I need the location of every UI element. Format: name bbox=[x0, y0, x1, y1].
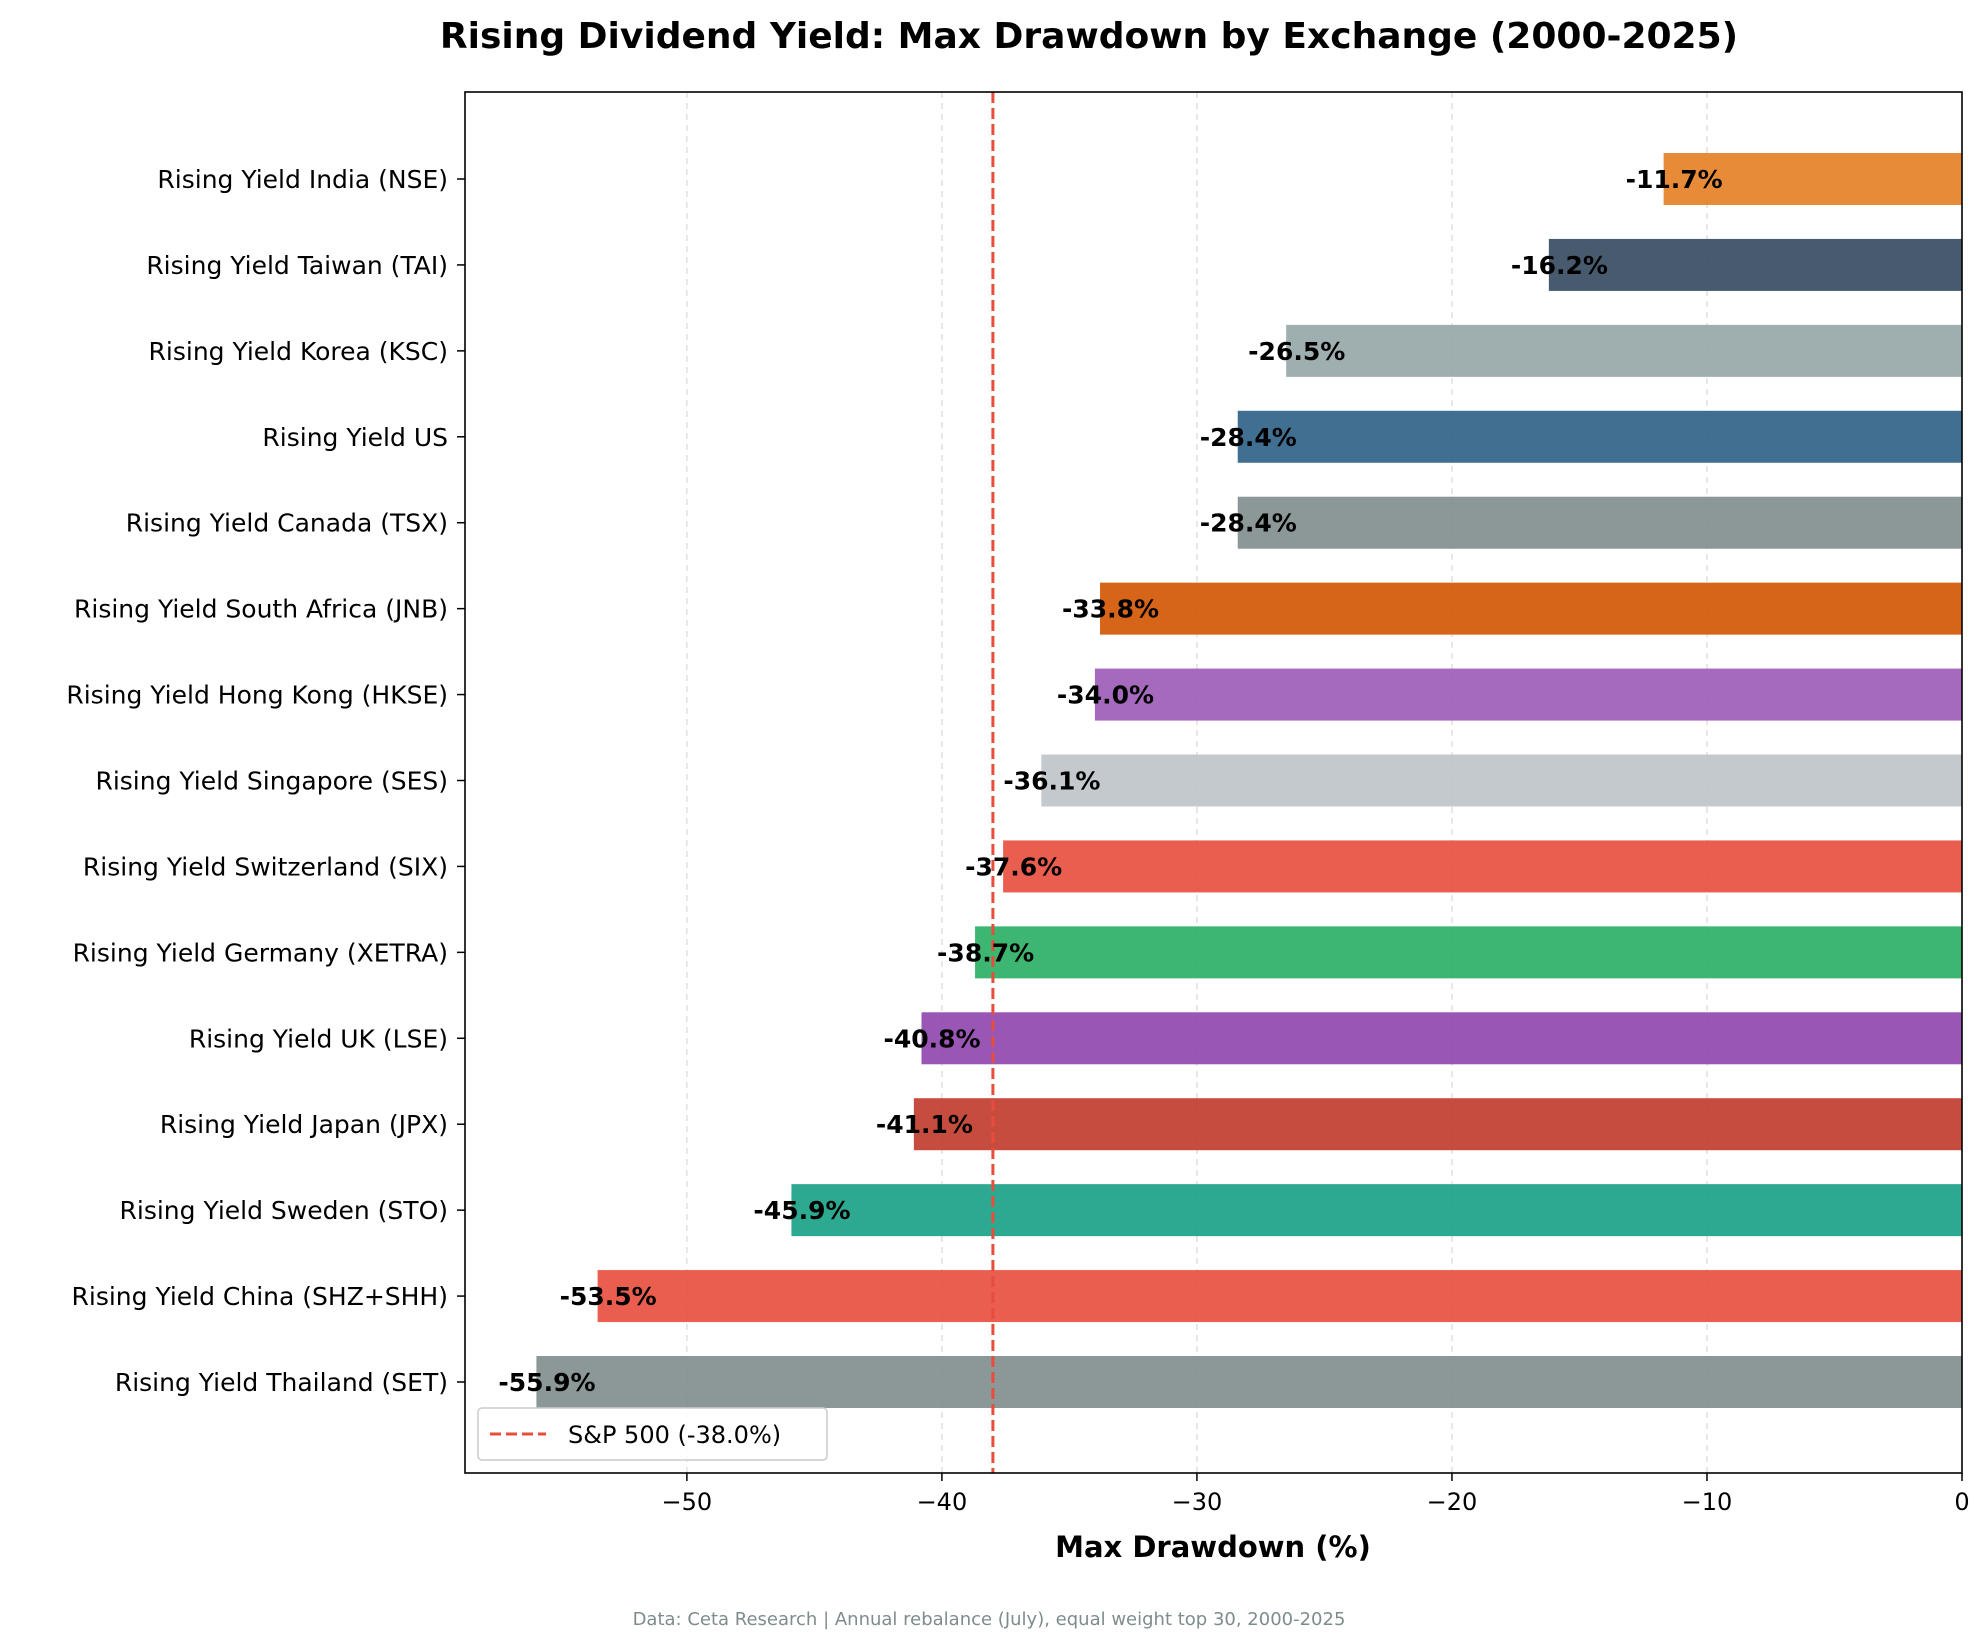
bar bbox=[921, 1012, 1962, 1065]
x-tick-label: −10 bbox=[1682, 1488, 1733, 1516]
category-label: Rising Yield Sweden (STO) bbox=[120, 1196, 448, 1225]
category-label: Rising Yield Korea (KSC) bbox=[149, 337, 448, 366]
value-label: -41.1% bbox=[876, 1110, 973, 1139]
category-label: Rising Yield Hong Kong (HKSE) bbox=[66, 681, 448, 710]
value-label: -38.7% bbox=[937, 938, 1034, 967]
value-label: -37.6% bbox=[965, 852, 1062, 881]
x-tick-label: −20 bbox=[1427, 1488, 1478, 1516]
value-label: -11.7% bbox=[1626, 165, 1723, 194]
bar bbox=[1663, 153, 1962, 205]
legend: S&P 500 (-38.0%) bbox=[477, 1407, 828, 1461]
footnote: Data: Ceta Research | Annual rebalance (… bbox=[633, 1609, 1346, 1630]
x-tick-label: −30 bbox=[1172, 1488, 1223, 1516]
category-label: Rising Yield China (SHZ+SHH) bbox=[72, 1282, 449, 1311]
x-axis-label: Max Drawdown (%) bbox=[1055, 1530, 1371, 1564]
legend-label: S&P 500 (-38.0%) bbox=[568, 1421, 781, 1449]
bar bbox=[1094, 668, 1962, 721]
x-tick-label: −40 bbox=[917, 1488, 968, 1516]
category-label: Rising Yield UK (LSE) bbox=[189, 1024, 448, 1053]
value-label: -53.5% bbox=[560, 1282, 657, 1311]
bar bbox=[536, 1356, 1962, 1408]
value-label: -28.4% bbox=[1200, 509, 1297, 538]
value-label: -40.8% bbox=[883, 1024, 980, 1053]
value-label: -55.9% bbox=[498, 1368, 595, 1397]
bar bbox=[913, 1098, 1962, 1151]
value-label: -34.0% bbox=[1057, 681, 1154, 710]
value-label: -28.4% bbox=[1200, 423, 1297, 452]
chart-title: Rising Dividend Yield: Max Drawdown by E… bbox=[440, 16, 1738, 57]
value-label: -33.8% bbox=[1062, 595, 1159, 624]
y-axis-ticks: Rising Yield India (NSE) Rising Yield Tai… bbox=[66, 165, 465, 1397]
bar bbox=[1237, 496, 1962, 549]
bar bbox=[1041, 754, 1962, 807]
category-label: Rising Yield Canada (TSX) bbox=[126, 509, 448, 538]
category-label: Rising Yield Thailand (SET) bbox=[115, 1368, 448, 1397]
value-label: -45.9% bbox=[753, 1196, 850, 1225]
bars bbox=[536, 153, 1963, 1408]
bar bbox=[975, 926, 1962, 979]
x-tick-label: −50 bbox=[662, 1488, 713, 1516]
category-label: Rising Yield Japan (JPX) bbox=[160, 1110, 448, 1139]
category-label: Rising Yield Taiwan (TAI) bbox=[146, 251, 448, 280]
value-labels: -11.7% -16.2% -26.5% -28.4% -28.4% -33.8% -34.… bbox=[498, 165, 1722, 1397]
value-label: -36.1% bbox=[1003, 767, 1100, 796]
bar bbox=[1286, 324, 1962, 377]
legend-box bbox=[477, 1407, 828, 1461]
bar bbox=[1003, 840, 1962, 893]
category-label: Rising Yield US bbox=[262, 423, 448, 452]
value-label: -16.2% bbox=[1511, 251, 1608, 280]
category-label: Rising Yield India (NSE) bbox=[157, 165, 448, 194]
category-label: Rising Yield Switzerland (SIX) bbox=[83, 852, 448, 881]
category-label: Rising Yield Germany (XETRA) bbox=[73, 938, 448, 967]
bar bbox=[1548, 238, 1962, 291]
plot-area-frame bbox=[464, 91, 1963, 1474]
category-label: Rising Yield Singapore (SES) bbox=[95, 767, 448, 796]
value-label: -26.5% bbox=[1248, 337, 1345, 366]
bar bbox=[1100, 582, 1962, 635]
category-label: Rising Yield South Africa (JNB) bbox=[74, 595, 448, 624]
bar bbox=[791, 1184, 1963, 1237]
bar bbox=[597, 1270, 1962, 1323]
bar bbox=[1237, 410, 1962, 463]
x-tick-label: 0 bbox=[1954, 1488, 1969, 1516]
x-axis-ticks: −50 −40 −30 −20 −10 0 bbox=[662, 1473, 1970, 1516]
